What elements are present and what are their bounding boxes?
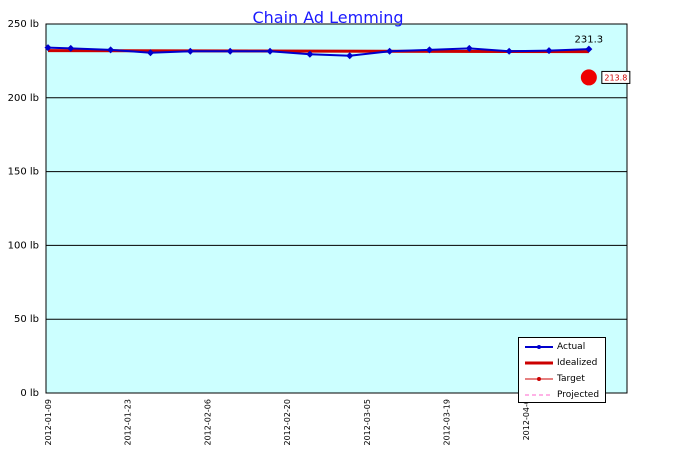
actual-point — [67, 44, 75, 52]
actual-point — [186, 47, 194, 55]
annotation-target-value: 213.8 — [604, 73, 627, 82]
chart-title: Chain Ad Lemming — [252, 8, 404, 27]
actual-point — [266, 47, 274, 55]
legend-label-projected: Projected — [557, 390, 600, 400]
annotation-target-box — [601, 70, 631, 84]
grid-lines — [46, 97, 627, 320]
legend-label-actual: Actual — [557, 342, 586, 352]
y-tick-label: 50 lb — [14, 314, 39, 325]
x-tick-label: 2012-04-0 — [522, 399, 531, 440]
legend-label-idealized: Idealized — [557, 358, 598, 368]
plot-area — [45, 23, 628, 394]
actual-point — [585, 45, 593, 53]
y-tick-label: 200 lb — [8, 93, 39, 104]
chart-legend: Actual Idealized Target Projected — [518, 337, 606, 403]
actual-point — [386, 47, 394, 55]
target-point — [580, 69, 597, 86]
legend-swatch-idealized — [525, 358, 553, 368]
x-tick-label: 2012-02-20 — [283, 399, 292, 446]
x-tick-label: 2012-01-23 — [124, 399, 133, 446]
annotation-latest-value: 231.3 — [575, 35, 604, 46]
x-axis-ticks: 2012-01-09 2012-01-23 2012-02-06 2012-02-20… — [44, 399, 531, 446]
actual-point — [226, 47, 234, 55]
y-tick-label: 0 lb — [20, 388, 39, 399]
actual-point — [465, 44, 473, 52]
y-tick-label: 150 lb — [8, 167, 39, 178]
chart-annotations: 231.3 213.8 — [575, 35, 631, 84]
legend-label-target: Target — [557, 374, 585, 384]
actual-point — [44, 44, 52, 52]
x-tick-label: 2012-03-19 — [443, 399, 452, 446]
actual-point — [505, 47, 513, 55]
legend-entry-idealized: Idealized — [525, 356, 597, 370]
legend-entry-target: Target — [525, 372, 585, 386]
legend-swatch-actual — [525, 342, 553, 352]
y-axis-ticks: 0 lb 50 lb 100 lb 150 lb 200 lb 250 lb — [8, 19, 39, 399]
actual-point — [425, 46, 433, 54]
legend-swatch-target — [525, 374, 553, 384]
actual-point — [146, 49, 154, 57]
x-tick-label: 2012-03-05 — [363, 399, 372, 446]
y-tick-label: 100 lb — [8, 240, 39, 251]
actual-point — [306, 50, 314, 58]
legend-entry-actual: Actual — [525, 340, 585, 354]
actual-series — [44, 44, 593, 60]
y-tick-label: 250 lb — [8, 19, 39, 30]
legend-entry-projected: Projected — [525, 388, 599, 402]
x-tick-label: 2012-02-06 — [203, 399, 212, 446]
actual-point — [346, 52, 354, 60]
actual-point — [107, 46, 115, 54]
legend-swatch-projected — [525, 390, 553, 400]
x-tick-label: 2012-01-09 — [44, 399, 53, 446]
actual-point — [545, 47, 553, 55]
target-series — [580, 69, 597, 86]
